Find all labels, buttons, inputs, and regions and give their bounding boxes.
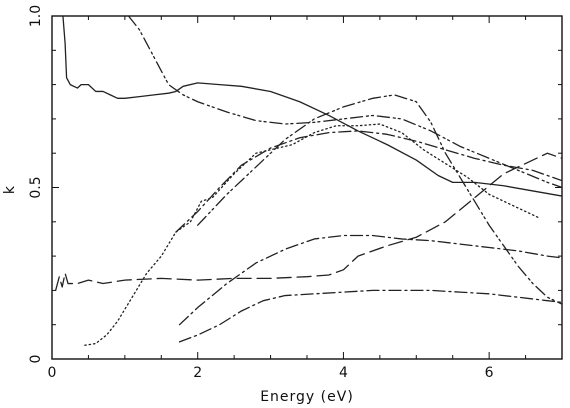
y-tick-label: 1.0 [28,5,44,27]
ticks-layer: 0 2 4 6 0 0.5 1.0 [28,5,563,381]
series-line-3 [84,123,541,346]
series-line-5 [197,94,562,305]
series-line-7 [178,234,562,326]
x-tick-label: 4 [339,365,348,381]
series-line-8 [178,289,562,343]
series-line-1 [62,16,562,197]
x-axis-label: Energy (eV) [260,389,354,405]
y-tick-label: 0.5 [28,176,44,198]
y-tick-label: 0 [28,355,44,364]
series-line-4 [175,130,562,233]
x-tick-label: 0 [48,365,57,381]
x-tick-label: 2 [193,365,202,381]
series-layer [54,16,562,346]
series-line-6 [54,152,562,292]
x-tick-label: 6 [485,365,494,381]
plot-frame [51,15,563,360]
y-axis-label: k [2,185,18,194]
series-line-2 [127,16,562,189]
